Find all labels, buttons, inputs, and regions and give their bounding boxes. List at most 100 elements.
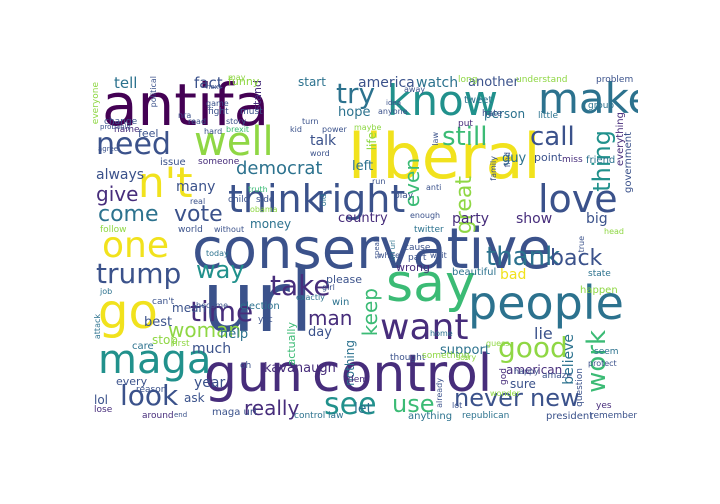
word-part: part — [408, 253, 427, 263]
word-left: left — [352, 159, 374, 174]
word-trump: trump — [96, 257, 182, 290]
word-man: man — [308, 306, 353, 330]
word-question: question — [575, 368, 585, 407]
word-kavanaugh: kavanaugh — [264, 361, 336, 376]
word-attack: attack — [93, 314, 102, 340]
word-job: job — [100, 287, 113, 296]
word-maybe: maybe — [354, 123, 382, 132]
word-money: money — [250, 217, 292, 231]
word-take: take — [270, 269, 331, 302]
word-twitter: twitter — [414, 225, 444, 235]
word-point: point — [534, 151, 563, 164]
word-yes: yes — [596, 401, 612, 411]
word-year: year — [194, 375, 226, 391]
word-miss: miss — [562, 155, 583, 165]
word-old: old — [319, 194, 328, 207]
word-call: call — [530, 122, 575, 152]
word-right: right — [316, 177, 406, 221]
word-life: life — [365, 132, 379, 151]
word-big: big — [586, 211, 608, 227]
word-democrat: democrat — [236, 158, 323, 179]
word-lol: lol — [94, 393, 109, 407]
word-keep: keep — [358, 288, 382, 337]
word-white: white — [378, 251, 400, 260]
word-next: next — [206, 83, 222, 91]
word-ask: ask — [184, 391, 205, 405]
word-obama: obama — [250, 205, 278, 214]
word-url: url — [202, 253, 314, 351]
word-word: word — [310, 149, 330, 158]
word-think: think — [228, 177, 324, 221]
word-run: run — [372, 177, 386, 186]
word-change: change — [104, 117, 138, 127]
word-use: use — [392, 390, 435, 418]
word-see: see — [324, 387, 377, 422]
word-god: god — [499, 368, 509, 385]
word-talk: talk — [310, 133, 337, 149]
word-enough: enough — [410, 211, 441, 220]
word-turn: turn — [302, 117, 319, 126]
word-anything: anything — [408, 411, 453, 422]
word-conservative: conservative — [192, 217, 552, 282]
word-cause: cause — [404, 243, 431, 253]
word-hard: hard — [204, 127, 223, 136]
word-cant: can't — [152, 297, 175, 307]
word-anyone: anyone — [378, 107, 408, 116]
word-name: name — [114, 125, 140, 135]
word-today: today — [206, 249, 229, 258]
word-yet: yet — [258, 315, 273, 325]
word-american: american — [506, 363, 563, 377]
word-law: law — [431, 132, 440, 146]
word-nt: n't — [138, 158, 193, 207]
word-every: every — [116, 375, 148, 388]
word-know: know — [387, 76, 498, 125]
word-new: new — [530, 384, 580, 412]
word-sure: sure — [510, 377, 536, 391]
word-find: find — [503, 152, 512, 168]
word-please: please — [326, 273, 363, 286]
word-real: real — [190, 197, 206, 206]
word-fact: fact — [194, 74, 223, 92]
word-become: become — [196, 301, 229, 310]
word-people: people — [468, 276, 624, 330]
word-make: make — [538, 74, 638, 123]
word-protect: protect — [588, 359, 617, 368]
word-another: another — [468, 75, 519, 90]
word-seem: seem — [594, 347, 619, 357]
word-anti: anti — [426, 183, 442, 192]
word-bad: bad — [500, 267, 527, 283]
word-speak: speak — [373, 238, 381, 259]
word-thank: thank — [486, 242, 561, 272]
word-truth: truth — [248, 185, 268, 194]
word-best: best — [144, 315, 173, 330]
word-always: always — [96, 167, 145, 183]
word-well: well — [194, 119, 274, 165]
word-url-url: url url — [389, 240, 397, 261]
word-everyone: everyone — [91, 82, 101, 125]
word-go: go — [98, 284, 158, 340]
word-around: around — [142, 411, 174, 421]
word-help: help — [220, 327, 249, 342]
word-beautiful: beautiful — [452, 267, 497, 278]
word-lie: lie — [534, 324, 553, 343]
word-america: america — [358, 75, 415, 91]
word-someone: someone — [198, 157, 240, 167]
word-guy: guy — [502, 151, 527, 166]
word-oh: oh — [240, 361, 252, 371]
word-much: much — [192, 341, 232, 357]
word-without: without — [214, 225, 245, 234]
word-understand: understand — [516, 75, 568, 85]
word-actually: actually — [285, 322, 298, 366]
word-game: game — [206, 99, 229, 108]
word-tell: tell — [114, 74, 138, 92]
word-say: say — [386, 254, 476, 314]
word-want: want — [380, 307, 469, 348]
word-friend: friend — [586, 155, 616, 166]
word-power: power — [322, 125, 347, 134]
word-president: president — [546, 411, 594, 422]
word-kid: kid — [290, 125, 302, 134]
word-government: government — [623, 132, 634, 193]
word-control-law: control law — [294, 411, 344, 421]
word-liberal: liberal — [348, 120, 541, 193]
word-let: let — [354, 401, 372, 417]
